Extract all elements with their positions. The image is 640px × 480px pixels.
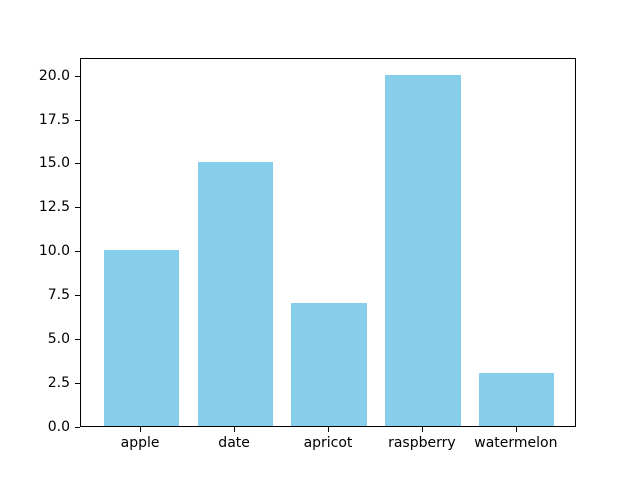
y-tick-mark xyxy=(75,207,80,209)
y-tick-label: 20.0 xyxy=(38,67,70,84)
y-tick-label: 7.5 xyxy=(47,287,70,304)
y-tick-mark xyxy=(75,427,80,428)
y-tick-mark xyxy=(75,251,80,253)
bar-raspberry xyxy=(385,74,461,426)
y-tick-label: 12.5 xyxy=(38,199,70,216)
bar-date xyxy=(197,162,273,426)
x-tick-label-apricot: apricot xyxy=(303,435,353,451)
x-tick-label-apple: apple xyxy=(120,435,160,451)
y-tick-mark xyxy=(75,119,80,121)
bar-apricot xyxy=(291,303,367,426)
x-tick-label-raspberry: raspberry xyxy=(388,435,456,451)
x-tick-mark xyxy=(328,427,329,432)
y-tick-label: 0.0 xyxy=(47,419,70,435)
x-tick-mark xyxy=(140,427,142,432)
bar-watermelon xyxy=(479,373,555,426)
y-tick-label: 2.5 xyxy=(47,375,70,392)
y-tick-mark xyxy=(75,295,80,297)
y-tick-label: 10.0 xyxy=(38,243,70,260)
plot-area xyxy=(80,58,576,427)
y-tick-label: 5.0 xyxy=(47,331,70,348)
y-tick-mark xyxy=(75,75,80,77)
x-tick-label-watermelon: watermelon xyxy=(474,435,558,451)
x-tick-mark xyxy=(515,427,517,432)
y-tick-label: 17.5 xyxy=(38,111,70,128)
y-tick-mark xyxy=(75,339,80,341)
y-tick-label: 15.0 xyxy=(38,155,70,172)
bar-apple xyxy=(103,250,179,426)
x-tick-mark xyxy=(421,427,423,432)
x-tick-label-date: date xyxy=(218,435,250,451)
x-tick-mark xyxy=(234,427,236,432)
y-tick-mark xyxy=(75,383,80,385)
y-tick-mark xyxy=(75,163,80,165)
